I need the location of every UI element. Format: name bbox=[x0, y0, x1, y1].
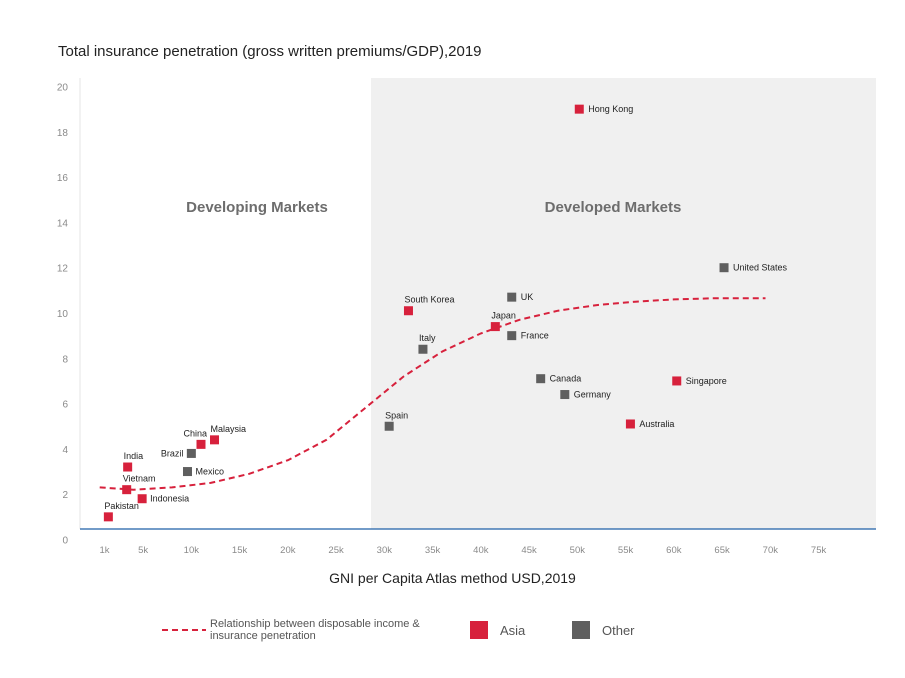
point-label-japan: Japan bbox=[491, 311, 516, 321]
legend-asia: Asia bbox=[470, 615, 525, 645]
point-label-australia: Australia bbox=[639, 419, 674, 429]
legend-other-swatch bbox=[572, 621, 590, 639]
point-vietnam bbox=[122, 485, 132, 495]
legend-asia-label: Asia bbox=[500, 622, 526, 638]
y-tick-label: 0 bbox=[62, 536, 68, 547]
legend-trend-label: Relationship between disposable income &… bbox=[210, 618, 420, 642]
y-tick-label: 14 bbox=[57, 218, 69, 229]
trend-line bbox=[99, 297, 766, 491]
x-tick-label: 10k bbox=[184, 545, 200, 556]
point-label-malaysia: Malaysia bbox=[211, 424, 247, 434]
x-axis-label: GNI per Capita Atlas method USD,2019 bbox=[329, 570, 576, 586]
point-hong-kong bbox=[574, 104, 584, 114]
x-tick-label: 50k bbox=[570, 545, 586, 556]
point-label-south-korea: South Korea bbox=[404, 295, 454, 305]
point-united-states bbox=[719, 263, 729, 273]
x-tick-label: 55k bbox=[618, 545, 634, 556]
x-tick-label: 75k bbox=[811, 545, 827, 556]
x-tick-label: 25k bbox=[328, 545, 344, 556]
point-label-spain: Spain bbox=[385, 410, 408, 420]
region-label-developed: Developed Markets bbox=[545, 199, 682, 216]
point-china bbox=[196, 439, 206, 449]
point-germany bbox=[560, 390, 570, 400]
point-malaysia bbox=[210, 435, 220, 445]
y-tick-label: 8 bbox=[62, 354, 68, 365]
legend-dashed-line-icon bbox=[162, 629, 206, 631]
x-tick-label: 45k bbox=[521, 545, 537, 556]
legend-other-label: Other bbox=[602, 622, 635, 638]
point-label-united-states: United States bbox=[733, 263, 788, 273]
region-label-developing: Developing Markets bbox=[186, 199, 328, 216]
point-japan bbox=[490, 322, 500, 332]
legend-other: Other bbox=[572, 615, 635, 645]
y-tick-label: 4 bbox=[62, 445, 68, 456]
point-south-korea bbox=[403, 306, 413, 316]
point-indonesia bbox=[137, 494, 147, 504]
point-spain bbox=[384, 421, 394, 431]
point-label-uk: UK bbox=[521, 292, 534, 302]
point-mexico bbox=[182, 467, 192, 477]
y-tick-label: 16 bbox=[57, 173, 69, 184]
x-tick-label: 65k bbox=[714, 545, 730, 556]
point-label-france: France bbox=[521, 331, 549, 341]
point-uk bbox=[507, 292, 517, 302]
point-france bbox=[507, 331, 517, 341]
legend-asia-swatch bbox=[470, 621, 488, 639]
point-label-hong-kong: Hong Kong bbox=[588, 104, 633, 114]
point-italy bbox=[418, 344, 428, 354]
point-label-brazil: Brazil bbox=[161, 448, 184, 458]
point-label-mexico: Mexico bbox=[195, 467, 224, 477]
x-tick-label: 15k bbox=[232, 545, 248, 556]
chart-title: Total insurance penetration (gross writt… bbox=[58, 43, 482, 60]
y-tick-label: 6 bbox=[62, 400, 68, 411]
x-tick-label: 35k bbox=[425, 545, 441, 556]
point-label-vietnam: Vietnam bbox=[123, 474, 156, 484]
x-tick-label: 5k bbox=[138, 545, 148, 556]
point-label-india: India bbox=[124, 451, 144, 461]
y-tick-label: 12 bbox=[57, 264, 69, 275]
y-tick-label: 20 bbox=[57, 83, 69, 94]
legend-trend: Relationship between disposable income &… bbox=[162, 615, 440, 645]
point-canada bbox=[536, 374, 546, 384]
x-tick-label: 60k bbox=[666, 545, 682, 556]
x-tick-label: 30k bbox=[377, 545, 393, 556]
point-india bbox=[123, 462, 133, 472]
point-label-germany: Germany bbox=[574, 390, 612, 400]
point-label-singapore: Singapore bbox=[686, 376, 727, 386]
x-tick-label: 20k bbox=[280, 545, 296, 556]
point-singapore bbox=[672, 376, 682, 386]
point-label-italy: Italy bbox=[419, 333, 436, 343]
y-tick-label: 18 bbox=[57, 128, 69, 139]
point-label-pakistan: Pakistan bbox=[104, 501, 139, 511]
x-tick-label: 1k bbox=[99, 545, 109, 556]
point-pakistan bbox=[103, 512, 113, 522]
x-tick-label: 70k bbox=[763, 545, 779, 556]
point-label-china: China bbox=[183, 428, 207, 438]
point-brazil bbox=[186, 448, 196, 458]
y-tick-label: 2 bbox=[62, 490, 68, 501]
y-tick-label: 10 bbox=[57, 309, 69, 320]
point-label-indonesia: Indonesia bbox=[150, 494, 189, 504]
x-tick-label: 40k bbox=[473, 545, 489, 556]
point-label-canada: Canada bbox=[550, 374, 582, 384]
point-australia bbox=[625, 419, 635, 429]
